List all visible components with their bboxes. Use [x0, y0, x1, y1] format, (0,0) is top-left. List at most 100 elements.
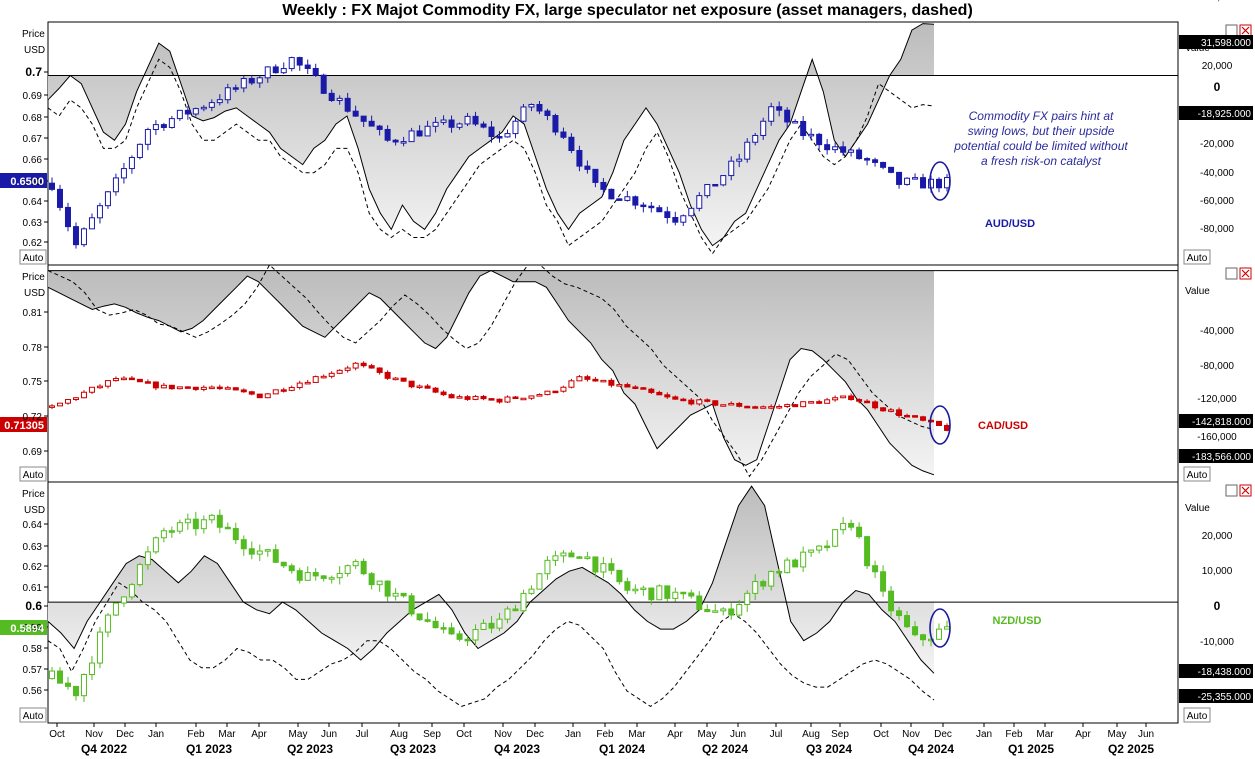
candle-down: [416, 130, 423, 137]
candle-down: [232, 528, 239, 541]
asset-managers-line: [47, 582, 935, 707]
candle-down: [592, 168, 599, 183]
pane-restore-button[interactable]: [1225, 24, 1238, 37]
candle-down: [736, 402, 743, 407]
auto-scale-button[interactable]: [19, 466, 47, 482]
month-label: Nov: [85, 729, 103, 740]
candle-up: [160, 530, 167, 539]
candle-up: [208, 102, 215, 108]
candle-down: [320, 74, 327, 94]
pane-restore-button[interactable]: [1225, 484, 1238, 497]
candle-down: [936, 178, 943, 189]
auto-scale-button[interactable]: [1183, 707, 1211, 723]
candle-up: [800, 551, 807, 568]
candle-up: [784, 404, 791, 408]
candle-up: [888, 409, 895, 412]
pane-restore-button[interactable]: [1225, 267, 1238, 280]
candle-up: [336, 369, 343, 374]
candle-down: [256, 393, 263, 399]
quarter-label: Q4 2022: [81, 742, 127, 756]
candle-up: [72, 397, 79, 401]
candle-down: [920, 634, 927, 641]
candle-up: [120, 596, 127, 604]
candle-down: [400, 592, 407, 597]
month-label: Oct: [49, 729, 65, 740]
candle-down: [568, 136, 575, 151]
candle-up: [256, 77, 263, 84]
price-tick-label: 0.81: [23, 308, 43, 319]
month-label: Dec: [934, 729, 952, 740]
candle-down: [680, 591, 687, 595]
candle-down: [224, 526, 231, 530]
candle-up: [840, 522, 847, 531]
candle-up: [528, 395, 535, 399]
candle-up: [144, 129, 151, 145]
candle-up: [760, 120, 767, 136]
candle-up: [144, 551, 151, 566]
pair-label: NZD/USD: [993, 615, 1042, 627]
auto-scale-button[interactable]: [19, 707, 47, 723]
candle-up: [80, 228, 87, 246]
candle-up: [776, 406, 783, 409]
candles: [49, 361, 950, 432]
candle-down: [72, 685, 79, 697]
candle-down: [584, 376, 591, 380]
month-label: Feb: [596, 729, 614, 740]
candle-down: [704, 609, 711, 613]
candle-up: [640, 587, 647, 591]
auto-scale-label: Auto: [23, 253, 44, 264]
month-label: Nov: [902, 729, 920, 740]
candle-down: [912, 626, 919, 636]
candle-down: [560, 131, 567, 138]
candle-down: [440, 627, 447, 630]
candle-up: [456, 123, 463, 128]
candle-down: [792, 559, 799, 568]
candle-up: [416, 385, 423, 389]
candle-up: [104, 380, 111, 387]
auto-scale-button[interactable]: [1183, 466, 1211, 482]
candle-down: [616, 569, 623, 583]
candle-down: [272, 66, 279, 74]
candle-up: [49, 670, 55, 680]
candle-down: [872, 401, 879, 409]
candle-up: [208, 386, 215, 390]
value-tick-label: 0: [1214, 599, 1221, 613]
candle-up: [656, 585, 663, 601]
price-tick-label: 0.67: [23, 134, 43, 145]
candle-down: [192, 518, 199, 530]
candle-down: [864, 400, 871, 404]
time-axis: [48, 722, 1178, 727]
auto-scale-button[interactable]: [19, 249, 47, 265]
candle-up: [88, 662, 95, 676]
candle-down: [856, 526, 863, 538]
candle-down: [896, 171, 903, 185]
candle-down: [440, 391, 447, 396]
month-label: Mar: [1036, 729, 1054, 740]
candle-down: [632, 386, 639, 389]
candle-down: [624, 384, 631, 388]
price-tick-label: 0.63: [23, 542, 43, 553]
candle-up: [824, 399, 831, 404]
month-label: Apr: [1075, 729, 1091, 740]
candle-down: [384, 580, 391, 597]
value-marker-label: -183,566.000: [1192, 452, 1251, 463]
candle-down: [448, 627, 455, 635]
candle-up: [560, 552, 567, 557]
candle-up: [312, 376, 319, 383]
candle-up: [304, 572, 311, 581]
month-label: Jan: [565, 729, 581, 740]
candle-up: [64, 399, 71, 404]
candle-down: [872, 565, 879, 573]
value-marker-label: -18,925.000: [1198, 109, 1252, 120]
auto-scale-button[interactable]: [1183, 249, 1211, 265]
candle-down: [136, 378, 143, 383]
candle-up: [752, 581, 759, 594]
candle-up: [304, 381, 311, 385]
candle-up: [848, 149, 855, 153]
candle-up: [624, 196, 631, 201]
candle-up: [152, 124, 159, 131]
candles: [49, 56, 950, 249]
candle-down: [248, 391, 255, 395]
candle-down: [880, 407, 887, 412]
